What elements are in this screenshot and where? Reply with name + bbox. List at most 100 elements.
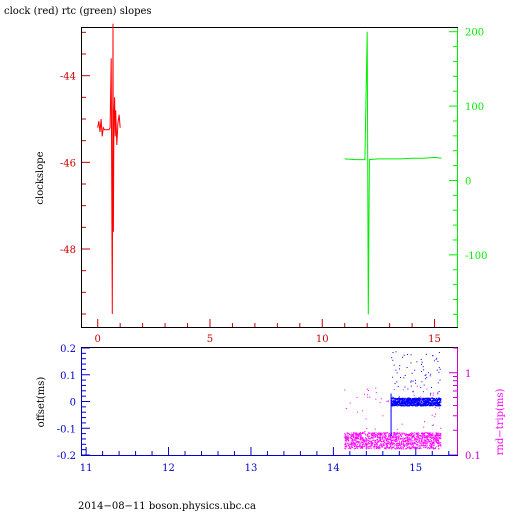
rnd-trip-point xyxy=(383,447,385,449)
rnd-trip-point xyxy=(356,437,358,439)
rnd-trip-point xyxy=(428,448,430,450)
rnd-trip-point xyxy=(350,436,352,438)
rnd-trip-point xyxy=(433,438,435,440)
offset-point xyxy=(391,399,393,401)
rnd-trip-point xyxy=(427,446,429,448)
offset-point xyxy=(430,399,431,401)
rnd-trip-point xyxy=(433,440,435,442)
rnd-trip-point xyxy=(429,444,431,446)
rnd-trip-point xyxy=(350,442,352,444)
rnd-trip-point xyxy=(420,447,422,449)
rnd-trip-point xyxy=(410,447,412,449)
rnd-trip-point xyxy=(397,436,399,438)
rnd-trip-point xyxy=(372,433,374,435)
rnd-trip-point xyxy=(430,443,432,444)
offset-point xyxy=(430,403,432,405)
rnd-trip-point xyxy=(366,388,368,390)
offset-point xyxy=(409,401,411,403)
offset-point xyxy=(435,401,437,403)
rnd-trip-point xyxy=(350,437,351,439)
offset-point xyxy=(415,405,417,407)
rnd-trip-point xyxy=(362,410,364,412)
rnd-trip-point xyxy=(418,433,420,434)
offset-point xyxy=(421,397,423,399)
rnd-trip-point xyxy=(376,434,378,436)
offset-point xyxy=(401,397,403,399)
offset-point xyxy=(401,401,403,403)
offset-point xyxy=(413,399,415,401)
rnd-trip-point xyxy=(384,444,386,446)
rnd-trip-point xyxy=(344,440,346,442)
rnd-trip-point xyxy=(413,442,414,444)
rnd-trip-point xyxy=(429,440,430,442)
rnd-trip-point xyxy=(380,433,382,435)
rnd-trip-point xyxy=(427,447,429,449)
offset-point xyxy=(432,398,434,400)
rnd-trip-point xyxy=(395,435,397,437)
rnd-trip-point xyxy=(436,441,437,443)
offset-point xyxy=(430,404,432,406)
top-chart: clock (red) rtc (green) slopes clockslop… xyxy=(4,6,487,345)
offset-point xyxy=(413,398,415,400)
rnd-trip-point xyxy=(408,442,410,444)
top-x-axis: 0 5 10 15 xyxy=(95,319,441,345)
rnd-trip-point xyxy=(419,435,421,436)
bottom-x-axis: 11 12 13 14 15 xyxy=(80,447,457,474)
rnd-trip-point xyxy=(369,447,371,449)
rnd-trip-point xyxy=(428,441,430,443)
rnd-trip-point xyxy=(365,442,367,444)
rnd-trip-point xyxy=(357,437,359,439)
offset-point xyxy=(400,398,402,400)
rnd-trip-point xyxy=(354,447,356,449)
rnd-trip-point xyxy=(425,442,427,444)
rnd-trip-point xyxy=(375,446,377,448)
rnd-trip-point xyxy=(402,438,404,440)
rnd-trip-point xyxy=(371,436,373,438)
rnd-trip-point xyxy=(431,434,432,435)
rnd-trip-point xyxy=(415,438,417,440)
rnd-trip-point xyxy=(435,441,437,443)
offset-point xyxy=(410,354,412,356)
rnd-trip-point xyxy=(396,439,398,440)
offset-point xyxy=(405,398,407,400)
rnd-trip-point xyxy=(355,443,356,445)
rnd-trip-point xyxy=(396,428,398,430)
rnd-trip-point xyxy=(429,441,431,443)
rnd-trip-point xyxy=(351,439,353,440)
offset-point xyxy=(421,402,422,404)
offset-point xyxy=(412,399,414,401)
rnd-trip-point xyxy=(413,394,415,396)
offset-point xyxy=(399,368,400,370)
rnd-trip-point xyxy=(379,444,381,446)
offset-point xyxy=(424,378,426,380)
offset-point xyxy=(420,400,422,402)
rnd-trip-point xyxy=(417,434,419,436)
rnd-trip-point xyxy=(423,439,425,441)
offset-point xyxy=(424,374,426,376)
rnd-trip-point xyxy=(379,439,381,441)
rnd-trip-point xyxy=(436,441,438,443)
rnd-trip-point xyxy=(364,444,366,446)
offset-point xyxy=(415,382,417,384)
rnd-trip-point xyxy=(379,436,381,438)
rnd-trip-point xyxy=(430,441,432,443)
rnd-trip-point xyxy=(360,437,361,439)
rnd-trip-point xyxy=(399,436,400,438)
offset-point xyxy=(403,405,405,407)
rnd-trip-point xyxy=(399,432,401,434)
offset-point xyxy=(430,394,431,396)
rnd-trip-point xyxy=(425,442,427,444)
rnd-trip-point xyxy=(349,442,351,444)
rnd-trip-point xyxy=(370,434,372,436)
rnd-trip-point xyxy=(378,441,380,443)
rnd-trip-point xyxy=(412,443,414,445)
offset-point xyxy=(423,384,425,386)
offset-point xyxy=(418,399,420,401)
rnd-trip-point xyxy=(382,434,384,436)
rnd-trip-point xyxy=(397,442,399,444)
offset-point xyxy=(402,400,403,402)
offset-point xyxy=(402,399,403,401)
rnd-trip-point xyxy=(377,442,379,444)
offset-point xyxy=(408,401,409,403)
rnd-trip-point xyxy=(360,432,362,434)
